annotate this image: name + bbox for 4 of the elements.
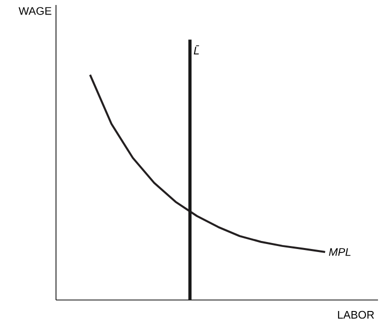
series-label: MPL (328, 248, 350, 256)
text: WAGE (18, 7, 52, 15)
text: L̄ (194, 45, 200, 54)
x-axis-title: LABOR (338, 310, 374, 319)
